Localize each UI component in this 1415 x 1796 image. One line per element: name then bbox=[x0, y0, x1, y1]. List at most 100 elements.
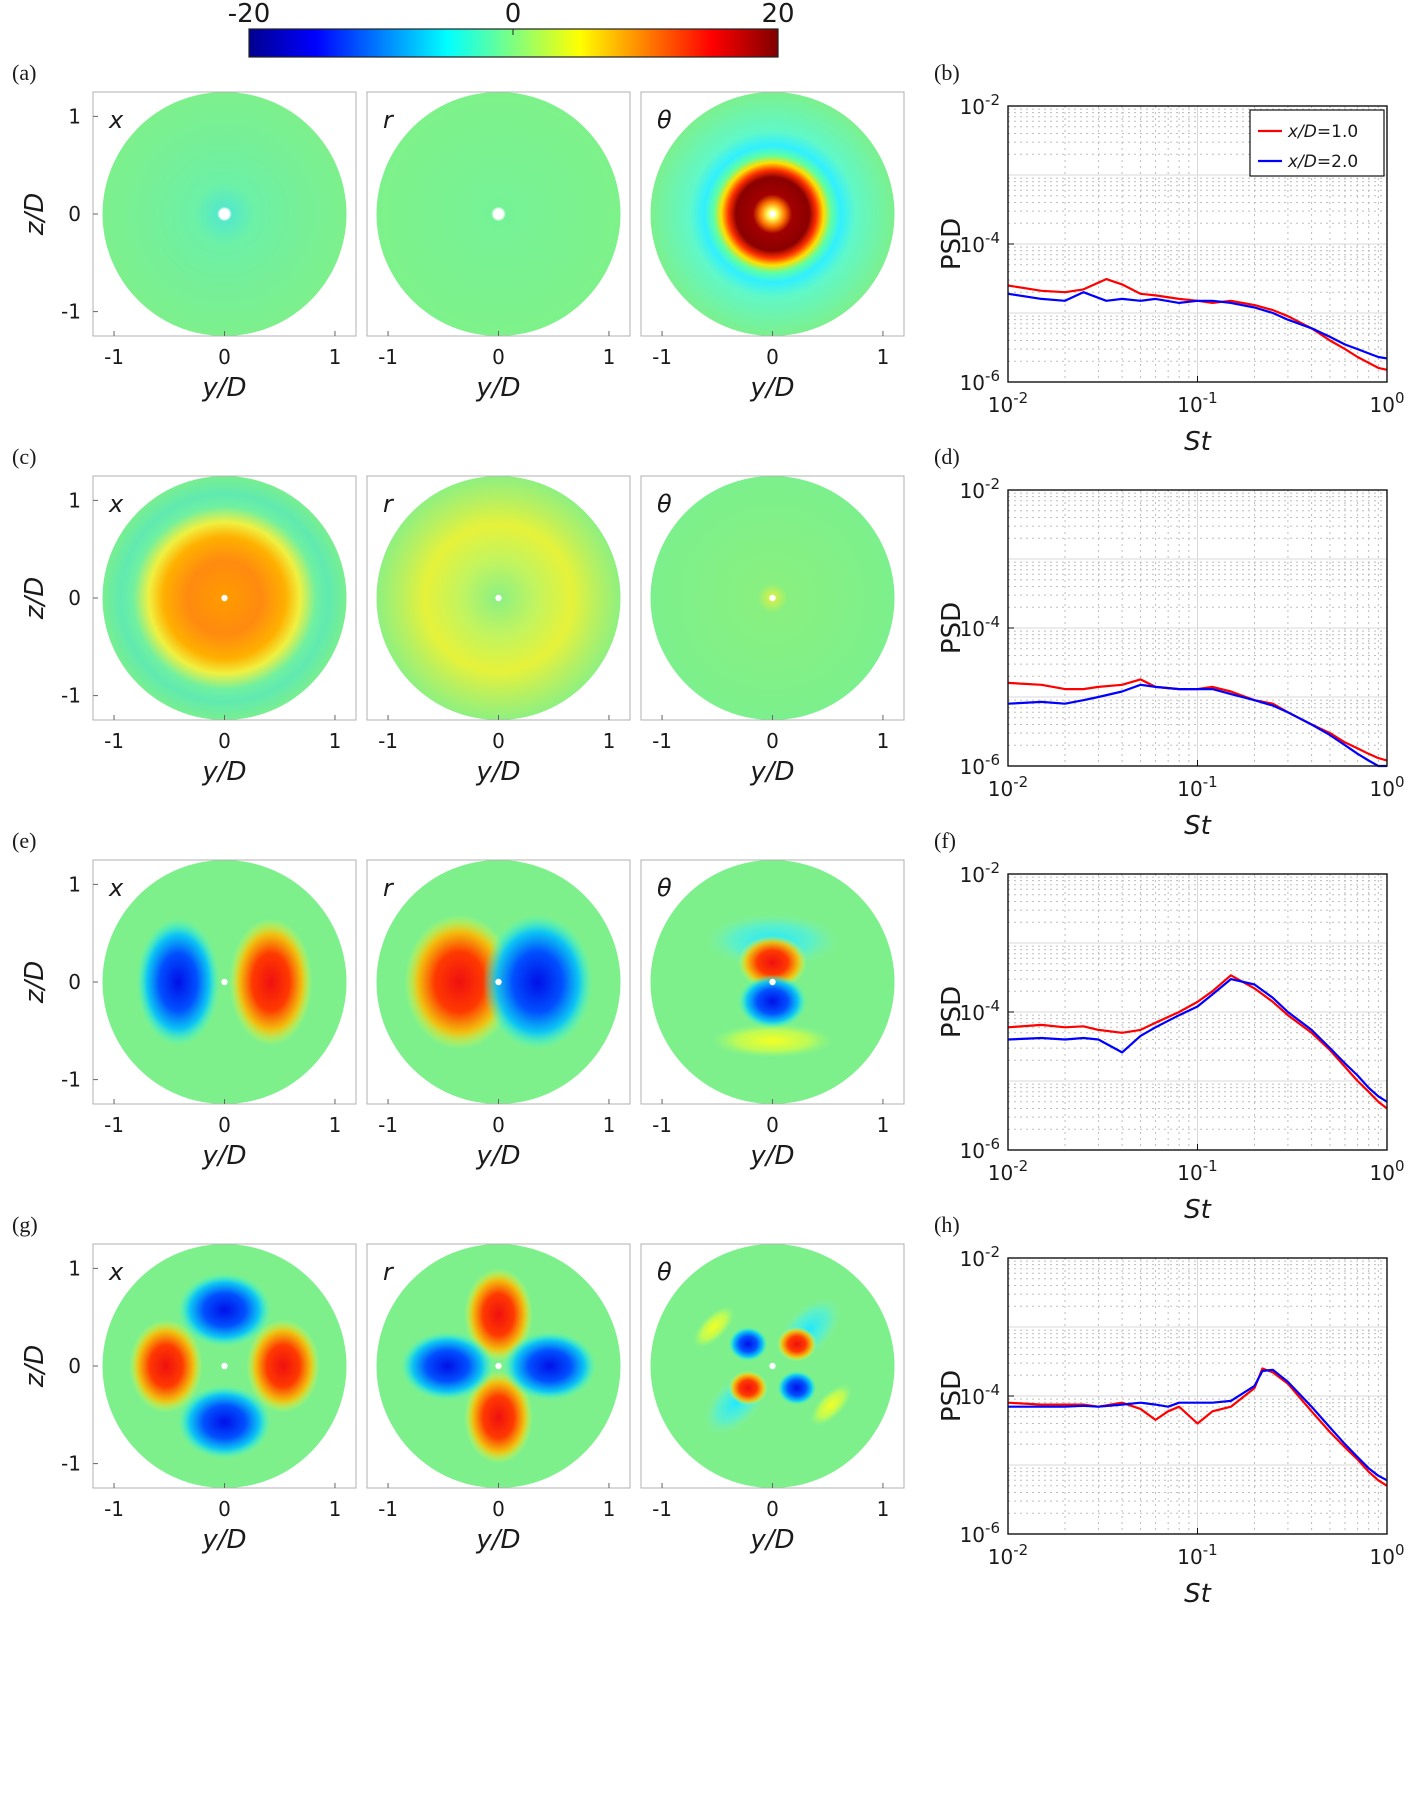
component-label: r bbox=[383, 1258, 395, 1286]
map-panel-x: -1 0 1 y/D 1 0 -1 z/D x bbox=[20, 91, 357, 403]
x-tick-label: 100 bbox=[1370, 389, 1405, 417]
x-axis-label: y/D bbox=[749, 1141, 794, 1171]
x-axis-label: St bbox=[1184, 1579, 1212, 1609]
center-marker bbox=[495, 978, 502, 986]
structure-positive bbox=[728, 1370, 768, 1406]
x-tick-label: 10-2 bbox=[988, 773, 1028, 801]
x-axis-label: y/D bbox=[475, 373, 520, 403]
structure-positive bbox=[229, 918, 313, 1046]
x-axis-label: St bbox=[1184, 1195, 1212, 1225]
y-tick-label: 0 bbox=[68, 1354, 81, 1378]
panel-label: (e) bbox=[12, 828, 36, 853]
map-panel-t: -1 0 1 y/D θ bbox=[640, 1243, 905, 1555]
psd-series-xD-1.0 bbox=[1007, 974, 1388, 1110]
x-tick-label: 10-2 bbox=[988, 1541, 1028, 1569]
colorbar: -20 0 20 bbox=[228, 0, 795, 58]
y-axis-label: PSD bbox=[937, 1370, 967, 1422]
panel-label: (a) bbox=[12, 60, 36, 85]
map-panel-r: -1 0 1 y/D r bbox=[366, 475, 631, 787]
grid bbox=[1007, 873, 1388, 1151]
x-tick-label: 0 bbox=[492, 1113, 505, 1137]
component-label: r bbox=[383, 106, 395, 134]
y-tick-label: 10-2 bbox=[960, 91, 1000, 119]
center-marker bbox=[495, 210, 502, 218]
component-label: x bbox=[108, 874, 124, 902]
legend: x/D=1.0 x/D=2.0 bbox=[1249, 109, 1385, 177]
structure-negative bbox=[400, 1331, 494, 1401]
x-tick-label: -1 bbox=[652, 345, 672, 369]
y-tick-label: 1 bbox=[68, 1256, 81, 1280]
y-tick-label: 10-6 bbox=[960, 1135, 1000, 1163]
structure-negative bbox=[178, 1385, 271, 1459]
x-tick-label: 10-2 bbox=[988, 389, 1028, 417]
x-tick-label: 1 bbox=[329, 345, 342, 369]
x-axis-label: y/D bbox=[749, 757, 794, 787]
psd-series-xD-1.0 bbox=[1007, 678, 1388, 762]
x-tick-label: 10-1 bbox=[1177, 1157, 1217, 1185]
legend-entry-label: x/D=1.0 bbox=[1287, 122, 1358, 142]
structure-positive bbox=[404, 914, 515, 1050]
x-tick-label: -1 bbox=[652, 1113, 672, 1137]
y-tick-label: -1 bbox=[61, 1452, 81, 1476]
x-axis-label: y/D bbox=[201, 1525, 246, 1555]
component-label: θ bbox=[657, 874, 672, 902]
center-marker bbox=[221, 594, 228, 602]
x-tick-label: -1 bbox=[652, 729, 672, 753]
x-tick-label: 1 bbox=[877, 1497, 890, 1521]
y-tick-label: 0 bbox=[68, 586, 81, 610]
x-tick-label: 0 bbox=[766, 1113, 779, 1137]
center-marker bbox=[221, 1362, 228, 1370]
x-tick-label: 0 bbox=[218, 1497, 231, 1521]
structure-outer-positive bbox=[693, 1306, 735, 1348]
panel-label: (h) bbox=[934, 1212, 960, 1237]
center-marker bbox=[495, 594, 502, 602]
x-axis-label: y/D bbox=[749, 373, 794, 403]
structure-negative bbox=[482, 914, 593, 1050]
x-tick-label: 0 bbox=[218, 345, 231, 369]
y-tick-label: -1 bbox=[61, 1068, 81, 1092]
x-tick-label: 0 bbox=[766, 1497, 779, 1521]
structure-negative bbox=[777, 1370, 817, 1406]
x-tick-label: -1 bbox=[378, 1113, 398, 1137]
y-tick-label: 10-4 bbox=[960, 1381, 1000, 1409]
x-tick-label: -1 bbox=[378, 1497, 398, 1521]
component-label: x bbox=[108, 490, 124, 518]
x-tick-label: -1 bbox=[104, 345, 124, 369]
map-panel-t: -1 0 1 y/D θ bbox=[640, 859, 905, 1171]
center-marker bbox=[769, 210, 776, 218]
psd-series-xD-2.0 bbox=[1007, 291, 1388, 360]
colorbar-tick-max: 20 bbox=[761, 0, 794, 29]
structure-negative bbox=[738, 974, 807, 1029]
component-label: θ bbox=[657, 106, 672, 134]
x-axis-label: y/D bbox=[475, 1141, 520, 1171]
y-axis-label: PSD bbox=[937, 602, 967, 654]
y-tick-label: 10-2 bbox=[960, 859, 1000, 887]
grid bbox=[1007, 1257, 1388, 1535]
panel-label: (f) bbox=[934, 828, 956, 853]
structure-negative bbox=[178, 1273, 271, 1347]
center-marker bbox=[221, 210, 228, 218]
y-tick-label: 0 bbox=[68, 202, 81, 226]
map-panel-t: -1 0 1 y/D θ bbox=[640, 91, 905, 403]
y-tick-label: 10-4 bbox=[960, 613, 1000, 641]
psd-series-xD-2.0 bbox=[1008, 1368, 1388, 1482]
y-tick-label: 10-4 bbox=[960, 229, 1000, 257]
x-tick-label: 100 bbox=[1370, 773, 1405, 801]
psd-series-xD-2.0 bbox=[1007, 683, 1387, 768]
y-axis-label: PSD bbox=[937, 218, 967, 270]
x-axis-label: y/D bbox=[749, 1525, 794, 1555]
x-axis-label: y/D bbox=[475, 1525, 520, 1555]
x-tick-label: 0 bbox=[492, 345, 505, 369]
y-tick-label: 10-2 bbox=[960, 475, 1000, 503]
mode-maps: (a) -1 0 1 y/D 1 0 -1 z/D x -1 0 1 y/D r -1 0 1 y/D θ (c) -1 0… bbox=[12, 60, 905, 1555]
component-label: x bbox=[108, 1258, 124, 1286]
x-tick-label: -1 bbox=[104, 729, 124, 753]
x-tick-label: 1 bbox=[329, 1113, 342, 1137]
y-axis-label: z/D bbox=[20, 1345, 50, 1388]
structure-positive bbox=[777, 1326, 817, 1362]
legend-entry-label: x/D=2.0 bbox=[1287, 152, 1358, 172]
y-tick-label: 10-2 bbox=[960, 1243, 1000, 1271]
x-tick-label: 1 bbox=[329, 1497, 342, 1521]
x-tick-label: 0 bbox=[492, 1497, 505, 1521]
